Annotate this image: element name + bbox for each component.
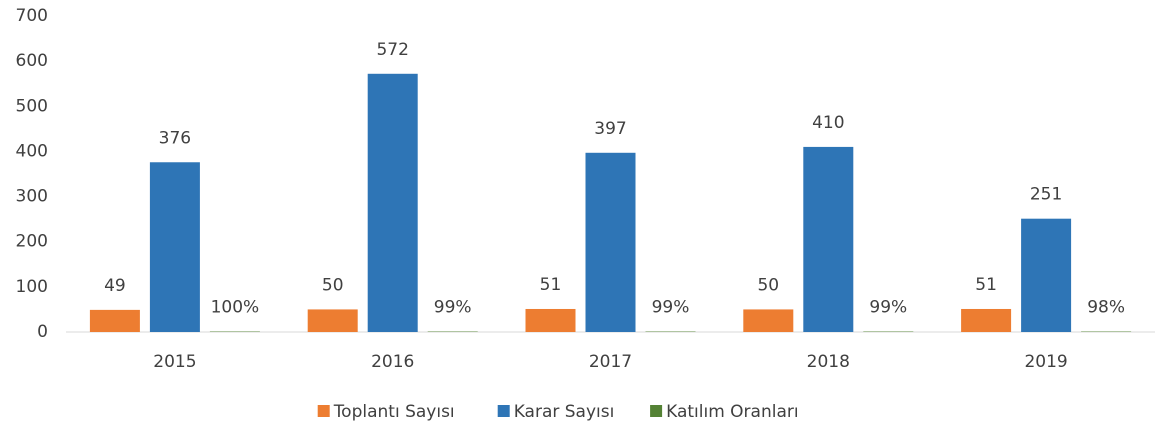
legend-label: Karar Sayısı — [514, 402, 615, 422]
y-tick-label: 400 — [16, 141, 48, 161]
data-label: 376 — [159, 128, 191, 148]
data-label: 572 — [376, 40, 408, 60]
bar — [367, 73, 418, 332]
legend: Toplantı Sayısı Karar Sayısı Katılım Oranl… — [317, 402, 799, 422]
data-label: 410 — [812, 113, 844, 133]
bar — [961, 308, 1012, 332]
y-tick-label: 0 — [37, 322, 48, 342]
legend-swatch — [317, 405, 330, 417]
legend-label: Toplantı Sayısı — [333, 402, 455, 422]
legend-swatch — [650, 405, 663, 417]
data-label: 99% — [869, 298, 907, 318]
y-tick-label: 100 — [16, 277, 48, 297]
bar — [743, 309, 794, 332]
data-label: 100% — [211, 298, 260, 318]
x-tick-label: 2015 — [153, 352, 196, 372]
x-tick-label: 2017 — [589, 352, 632, 372]
x-tick-label: 2019 — [1024, 352, 1067, 372]
bar — [585, 152, 636, 332]
data-label: 99% — [652, 298, 690, 318]
y-tick-label: 200 — [16, 232, 48, 252]
bar — [803, 146, 854, 332]
data-label: 98% — [1087, 298, 1125, 318]
y-tick-label: 600 — [16, 51, 48, 71]
data-label: 51 — [540, 275, 562, 295]
data-label: 51 — [975, 275, 997, 295]
data-label: 397 — [594, 119, 626, 139]
y-tick-label: 700 — [16, 6, 48, 26]
y-tick-label: 500 — [16, 96, 48, 116]
x-tick-label: 2016 — [371, 352, 414, 372]
data-label: 49 — [104, 276, 126, 296]
data-label: 50 — [757, 275, 779, 295]
legend-label: Katılım Oranları — [666, 402, 798, 422]
x-tick-label: 2018 — [807, 352, 850, 372]
data-label: 99% — [434, 298, 472, 318]
bar — [525, 308, 576, 332]
data-label: 251 — [1030, 185, 1062, 205]
bar — [89, 309, 140, 332]
bar — [149, 162, 200, 332]
y-tick-label: 300 — [16, 187, 48, 207]
bar — [1021, 218, 1072, 332]
legend-swatch — [497, 405, 510, 417]
data-label: 50 — [322, 275, 344, 295]
bar — [307, 309, 358, 332]
